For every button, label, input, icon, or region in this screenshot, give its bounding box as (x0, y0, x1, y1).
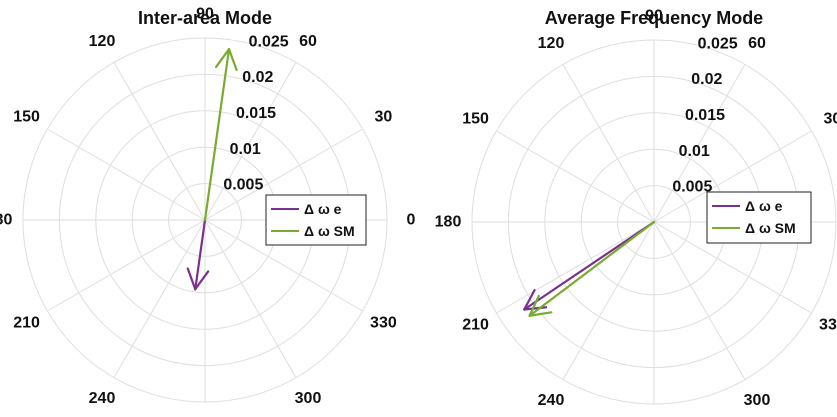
chart-2: Average Frequency Mode030609012015018021… (435, 8, 837, 409)
chart-1-arrow (203, 48, 238, 222)
chart-1-angle-tick: 90 (196, 6, 214, 23)
chart-2-radial-tick: 0.02 (691, 71, 722, 88)
chart-2-arrow-shaft (528, 220, 656, 317)
chart-2-arrow-head (523, 306, 548, 311)
chart-1-angle-tick: 300 (295, 390, 322, 407)
chart-2-angle-tick: 180 (435, 214, 462, 231)
chart-2-grid-spoke (496, 130, 655, 223)
chart-1-arrow-head (194, 270, 210, 291)
chart-2-radial-tick: 0.015 (685, 107, 725, 124)
chart-1-grid-spoke (204, 219, 363, 312)
chart-2-angle-tick: 300 (744, 392, 771, 409)
chart-2-legend-box (706, 191, 812, 244)
chart-1-radial-tick: 0.015 (236, 105, 276, 122)
chart-1-legend-label: Δ ω e (304, 201, 342, 217)
chart-1-angle-tick: 150 (13, 109, 40, 126)
chart-1-grid-spoke (47, 219, 206, 312)
chart-2-grid-spoke (653, 221, 812, 314)
chart-1-grid-spoke (113, 62, 206, 221)
chart-1-grid-spoke (204, 219, 297, 378)
chart-2-arrow-head (528, 311, 553, 317)
chart-2-legend-label: Δ ω SM (745, 220, 796, 236)
chart-1-arrow-head (214, 48, 231, 69)
chart-2-radial-tick: 0.025 (698, 35, 738, 52)
chart-1-arrow-head (186, 267, 197, 291)
chart-1-angle-tick: 0 (407, 212, 416, 229)
chart-2-angle-tick: 240 (538, 392, 565, 409)
chart-1-grid-spoke (47, 128, 206, 221)
chart-1-angle-tick: 180 (0, 212, 12, 229)
chart-2-arrow-head (523, 289, 536, 311)
chart-2-legend: Δ ω e Δ ω SM (706, 191, 812, 244)
chart-1-legend-label: Δ ω SM (304, 223, 355, 239)
chart-1-angle-tick: 60 (299, 33, 317, 50)
chart-1-angle-tick: 120 (89, 33, 116, 50)
chart-1-radial-tick: 0.005 (223, 177, 263, 194)
chart-1-title: Inter-area Mode (138, 8, 272, 28)
chart-2-title: Average Frequency Mode (545, 8, 763, 28)
chart-1-angle-tick: 30 (375, 109, 393, 126)
chart-2-angle-tick: 60 (748, 35, 766, 52)
chart-1-grid-spoke (204, 62, 297, 221)
chart-1-legend-box (265, 194, 367, 246)
chart-2-grid-spoke (496, 221, 655, 314)
chart-1-radial-tick: 0.01 (230, 141, 261, 158)
chart-1-grid-spoke (113, 219, 206, 378)
chart-2-arrow-head (528, 294, 540, 317)
chart-1-grid-spoke (204, 128, 363, 221)
chart-2-legend-label: Δ ω e (745, 198, 783, 214)
chart-2-grid-spoke (653, 64, 746, 223)
chart-1-legend: Δ ω e Δ ω SM (265, 194, 367, 246)
chart-2-arrow (528, 220, 656, 317)
chart-2-angle-tick: 210 (462, 317, 489, 334)
chart-2-angle-tick: 330 (819, 317, 837, 334)
chart-2-grid-spoke (653, 221, 746, 380)
chart-1-radial-tick: 0.02 (242, 69, 273, 86)
chart-1-arrow-shaft (194, 218, 207, 291)
chart-1-angle-tick: 210 (13, 315, 40, 332)
chart-1: Inter-area Mode0306090120150180210240270… (0, 6, 416, 407)
chart-2-grid-spoke (562, 64, 655, 223)
chart-2-angle-tick: 120 (538, 35, 565, 52)
chart-1-angle-tick: 330 (370, 315, 397, 332)
chart-2-angle-tick: 90 (645, 8, 663, 25)
chart-2-angle-tick: 30 (824, 111, 837, 128)
chart-2-radial-tick: 0.01 (679, 143, 710, 160)
chart-1-arrow (186, 218, 210, 291)
chart-1-radial-tick: 0.025 (249, 33, 289, 50)
chart-2-radial-tick: 0.005 (672, 179, 712, 196)
chart-1-arrow-shaft (203, 48, 231, 222)
chart-2-angle-tick: 150 (462, 111, 489, 128)
chart-2-grid-spoke (562, 221, 655, 380)
chart-2-grid-spoke (653, 130, 812, 223)
chart-1-arrow-head (227, 48, 238, 71)
chart-1-angle-tick: 240 (89, 390, 116, 407)
chart-2-arrow (523, 220, 656, 311)
chart-2-arrow-shaft (523, 220, 656, 311)
